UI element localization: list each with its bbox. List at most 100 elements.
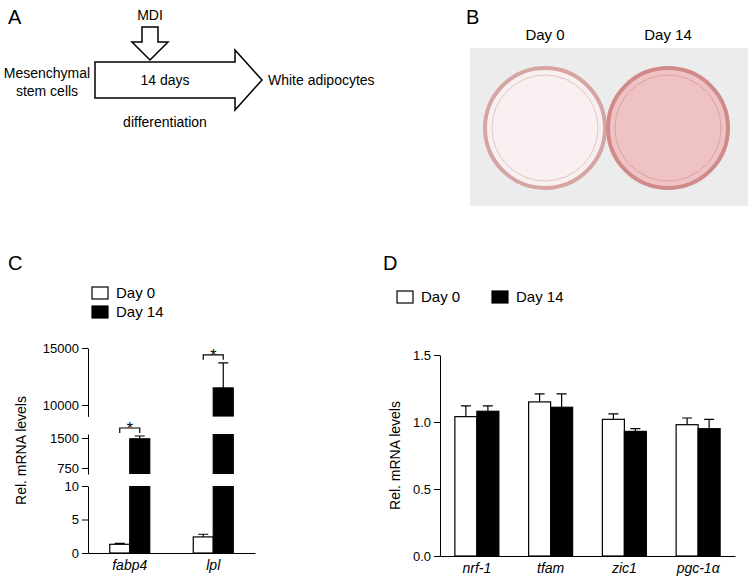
error-bar [535, 394, 545, 402]
legend-swatch [397, 291, 413, 303]
axis-line [89, 553, 256, 554]
error-bar [115, 543, 125, 544]
legend-swatch [492, 291, 508, 303]
bar [698, 429, 720, 556]
tick-mark [82, 553, 88, 554]
error-bar [461, 406, 471, 417]
axis-line [88, 349, 89, 417]
bar [213, 486, 233, 553]
error-bar [218, 363, 228, 388]
error-bar [135, 436, 145, 439]
legend-swatch [92, 287, 108, 299]
dish [608, 68, 728, 188]
dish [485, 68, 605, 188]
tick-label: nrf-1 [462, 560, 491, 576]
tick: 1.0 [413, 415, 440, 430]
bar [130, 439, 150, 474]
tick: nrf-1 [462, 560, 491, 576]
legend-label: Day 0 [421, 288, 460, 305]
annotation: * [210, 347, 216, 364]
tick-mark [82, 405, 88, 406]
tick-label: 0.5 [413, 482, 431, 497]
legend: Day 0 Day 14 [92, 284, 164, 320]
tick: tfam [537, 560, 565, 576]
axis-line [440, 356, 441, 557]
error-bar [483, 406, 493, 411]
tick-mark [434, 355, 440, 356]
bar [213, 388, 233, 417]
legend: Day 0Day 14 [397, 288, 564, 305]
error-bar [682, 418, 692, 425]
tick-label: 1500 [50, 431, 79, 446]
bar-chart: 051075015001000015000fabp4lplRel. mRNA l… [13, 0, 256, 573]
tick: 0.0 [413, 549, 440, 564]
axis-title: Rel. mRNA levels [387, 401, 403, 510]
bars [130, 434, 234, 474]
axis-line [88, 435, 89, 475]
error-bar [608, 414, 618, 419]
x-axis: fabp4 lpl [89, 554, 256, 573]
bar [676, 425, 698, 556]
tick: 15000 [43, 341, 88, 356]
arrow [95, 50, 262, 110]
tick-mark [434, 489, 440, 490]
legend-label: Day 14 [116, 303, 164, 320]
annotation: * [127, 420, 133, 437]
tick-mark [434, 556, 440, 557]
panel-label: C [8, 252, 22, 274]
y-axis: 0.0 0.5 1.0 1.5 [413, 348, 441, 564]
bar [455, 417, 477, 556]
arrow [132, 27, 168, 60]
y-axis: 7501500 [50, 431, 88, 476]
bar [529, 402, 551, 556]
panel-label: B [466, 6, 479, 28]
bar [602, 419, 624, 556]
tick-label: zic1 [611, 560, 637, 576]
tick: zic1 [611, 560, 637, 576]
y-axis: 0510 [65, 479, 89, 561]
error-bar [704, 419, 714, 428]
tick-label: 0 [72, 546, 79, 561]
dish-inner [492, 75, 598, 181]
tick: fabp4 [112, 557, 147, 573]
legend-swatch [92, 306, 108, 318]
bar [110, 544, 130, 553]
axis-line [441, 556, 736, 557]
tick-mark [82, 468, 88, 469]
tick-label: 1.5 [413, 348, 431, 363]
tick-label: 10 [65, 479, 79, 494]
dish-inner [615, 75, 721, 181]
tick-label: tfam [537, 560, 565, 576]
photo: Day 0Day 14 [470, 26, 748, 206]
tick-label: fabp4 [112, 557, 147, 573]
bars [110, 486, 234, 553]
panel-label: D [383, 252, 397, 274]
y-axis: 10000 15000 [43, 341, 89, 417]
tick-label: 1.0 [413, 415, 431, 430]
tick: 0.5 [413, 482, 440, 497]
bar [213, 434, 233, 474]
tick: lpl [206, 557, 221, 573]
diagram-text: White adipocytes [268, 72, 375, 88]
tick-mark [82, 348, 88, 349]
error-bar [198, 534, 208, 537]
legend-label: Day 0 [116, 284, 155, 301]
tick-label: 10000 [43, 398, 79, 413]
tick: 1.5 [413, 348, 440, 363]
bar [551, 407, 573, 556]
error-bar [557, 394, 567, 407]
diagram-text: stem cells [16, 83, 78, 99]
bars [455, 394, 720, 556]
x-axis: nrf-1tfamzic1pgc-1α [441, 557, 736, 576]
panel-label: A [8, 6, 22, 28]
tick: 0 [72, 546, 88, 561]
bars [213, 363, 233, 417]
tick-mark [82, 520, 88, 521]
diagram-text: MDI [137, 7, 163, 23]
tick: 1500 [50, 431, 88, 446]
axis-line [88, 487, 89, 554]
diagram-text: Mesenchymal [4, 65, 90, 81]
diagram: MDIMesenchymalstem cells14 daysdifferent… [4, 7, 375, 130]
photo-label: Day 14 [644, 26, 692, 43]
error-bar [630, 429, 640, 432]
